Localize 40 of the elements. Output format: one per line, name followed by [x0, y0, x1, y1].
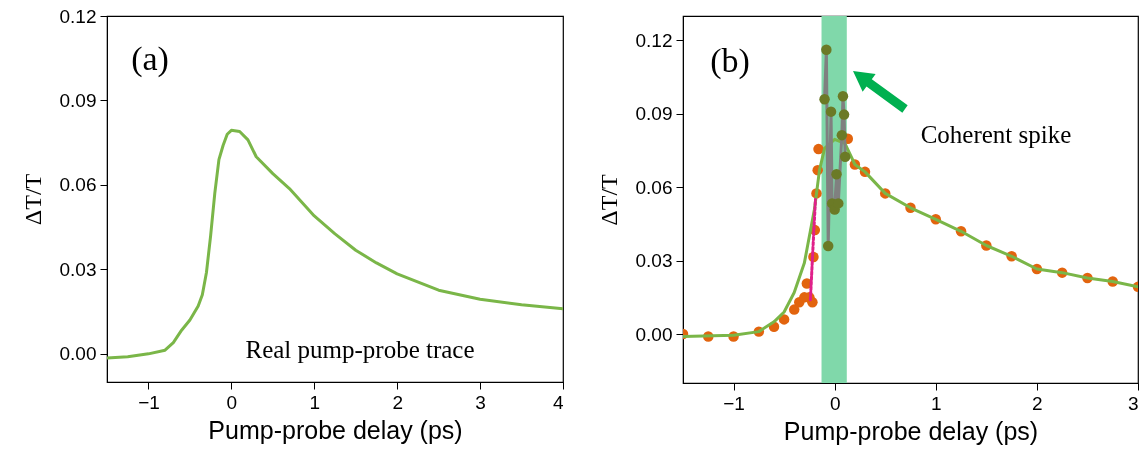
annotation: (a) — [131, 40, 169, 78]
point — [825, 106, 837, 117]
point — [821, 44, 832, 55]
point — [822, 240, 834, 252]
point — [819, 93, 830, 105]
annotation: (b) — [710, 42, 750, 80]
x-axis-title: Pump-probe delay (ps) — [783, 416, 1039, 445]
x-tick-label: 3 — [475, 391, 486, 413]
annotation: Real pump-probe trace — [245, 336, 475, 363]
y-tick-label: 0.00 — [59, 343, 97, 365]
x-tick-label: 1 — [309, 391, 321, 413]
point — [839, 151, 851, 162]
y-tick-label: 0.12 — [635, 29, 673, 51]
y-axis-title: ΔT/T — [595, 173, 622, 226]
point — [788, 304, 800, 315]
point — [838, 109, 850, 120]
x-axis-title: Pump-probe delay (ps) — [208, 415, 463, 444]
y-tick-label: 0.12 — [59, 5, 97, 27]
point — [836, 129, 848, 141]
x-tick-label: 4 — [552, 391, 564, 413]
y-tick-label: 0.03 — [59, 258, 97, 280]
x-tick-label: 2 — [1032, 392, 1043, 414]
point — [831, 169, 842, 180]
point — [813, 143, 824, 155]
y-tick-label: 0.06 — [635, 176, 673, 198]
x-tick-label: −1 — [723, 392, 745, 414]
annotation: Coherent spike — [920, 121, 1072, 148]
y-tick-label: 0.06 — [59, 174, 97, 196]
y-tick-label: 0.00 — [635, 323, 673, 345]
x-tick-label: 0 — [829, 392, 841, 414]
y-tick-label: 0.03 — [635, 250, 673, 272]
y-axis-title: ΔT/T — [19, 173, 46, 226]
x-tick-label: 0 — [226, 391, 238, 413]
x-tick-label: −1 — [138, 391, 160, 413]
x-tick-label: 3 — [1127, 392, 1139, 414]
y-tick-label: 0.09 — [635, 103, 673, 125]
point — [837, 91, 849, 102]
x-tick-label: 1 — [930, 392, 942, 414]
y-tick-label: 0.09 — [59, 89, 97, 111]
x-tick-label: 2 — [392, 391, 403, 413]
